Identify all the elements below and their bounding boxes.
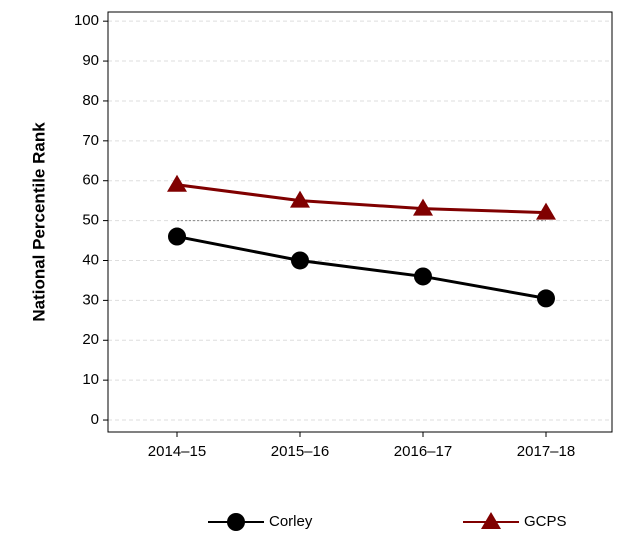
y-tick-label: 80 (82, 92, 99, 109)
y-tick-label: 70 (82, 132, 99, 149)
point (167, 174, 187, 192)
series-line (176, 183, 547, 215)
y-tick-label: 10 (82, 371, 99, 388)
legend-text: GCPS (524, 513, 567, 530)
y-tick-label: 0 (91, 411, 99, 428)
y-tick-label: 90 (82, 52, 99, 69)
y-tick-label: 20 (82, 331, 99, 348)
y-axis-label: National Percentile Rank (29, 122, 48, 322)
legend-marker (227, 513, 245, 531)
x-tick-label: 2014–15 (148, 443, 206, 460)
plot-frame (107, 11, 613, 433)
point (291, 251, 309, 270)
x-tick-label: 2015–16 (271, 443, 329, 460)
legend-marker (481, 512, 501, 529)
y-tick-label: 60 (82, 172, 99, 189)
point (537, 289, 555, 308)
series-line (176, 235, 547, 300)
x-tick-label: 2016–17 (394, 443, 452, 460)
point (536, 202, 556, 220)
y-tick-label: 50 (82, 212, 99, 229)
point (414, 267, 432, 286)
y-tick-label: 40 (82, 251, 99, 268)
x-tick-label: 2017–18 (517, 443, 575, 460)
legend-text: Corley (269, 513, 313, 530)
point (168, 227, 186, 246)
y-tick-label: 100 (74, 12, 99, 29)
point (290, 190, 310, 208)
point (413, 198, 433, 216)
y-tick-label: 30 (82, 291, 99, 308)
